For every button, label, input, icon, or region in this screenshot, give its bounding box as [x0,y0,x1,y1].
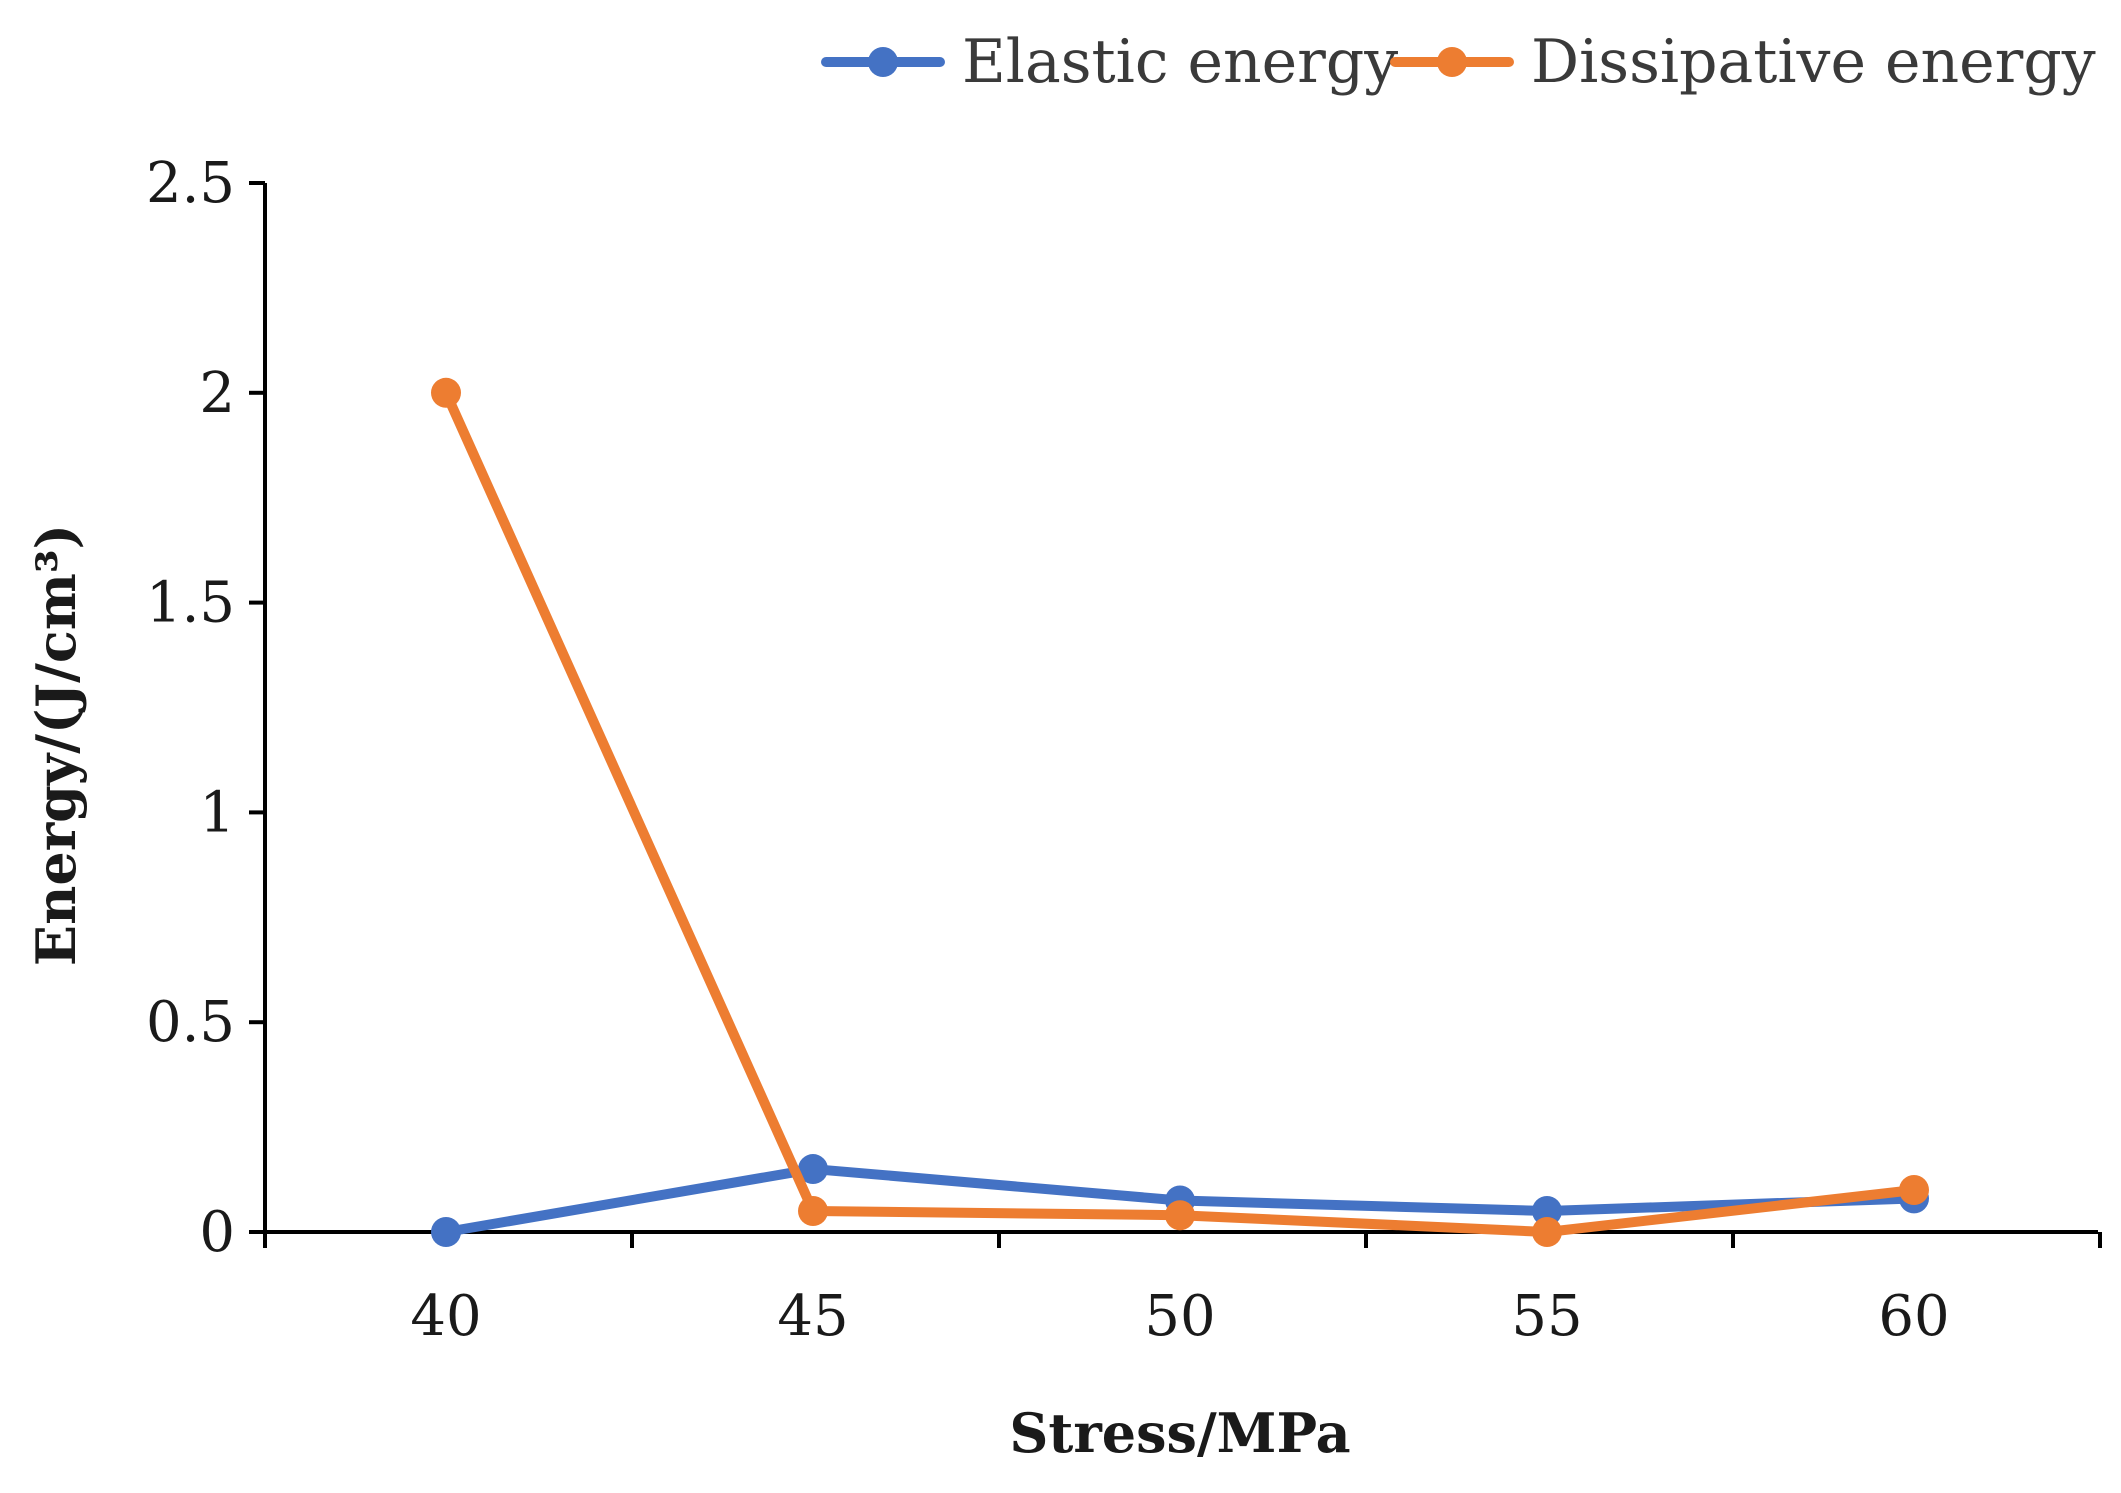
y-tick-label: 1 [199,780,235,845]
data-point-dissipative-energy[interactable] [431,377,461,408]
legend-label-elastic: Elastic energy [962,27,1398,97]
data-point-elastic-energy[interactable] [1532,1196,1562,1227]
series-line-dissipative-energy [441,387,1919,1237]
x-tick-label: 50 [1144,1284,1215,1349]
y-axis-title: Energy/(J/cm³) [24,524,88,966]
data-point-elastic-energy[interactable] [431,1217,461,1247]
series-layer [431,377,1929,1247]
data-point-elastic-energy[interactable] [798,1154,828,1185]
legend: Elastic energy Dissipative energy [821,27,2096,97]
x-tick-label: 40 [410,1284,481,1349]
y-tick-label: 2 [199,361,235,426]
y-tick-label: 2.5 [146,151,235,216]
data-point-dissipative-energy[interactable] [798,1196,828,1227]
y-ticks: 0 0.5 1 1.5 2 2.5 [146,151,265,1265]
axes [263,183,2098,1234]
y-tick-label: 0 [199,1200,235,1265]
data-point-dissipative-energy[interactable] [1165,1200,1195,1231]
data-point-dissipative-energy[interactable] [1532,1217,1562,1247]
x-tick-label: 45 [777,1284,848,1349]
x-ticks: 40 45 50 55 60 [263,1232,2102,1349]
data-point-dissipative-energy[interactable] [1899,1175,1929,1206]
legend-swatch-dissipative-marker [1437,47,1467,77]
legend-item-dissipative[interactable]: Dissipative energy [1390,27,2096,97]
y-tick-label: 0.5 [146,990,235,1055]
x-tick-label: 55 [1511,1284,1582,1349]
legend-label-dissipative: Dissipative energy [1531,27,2096,97]
x-tick-label: 60 [1878,1284,1949,1349]
y-tick-label: 1.5 [146,571,235,636]
x-axis-title: Stress/MPa [1009,1401,1350,1465]
legend-item-elastic[interactable]: Elastic energy [821,27,1398,97]
legend-swatch-elastic-marker [868,47,898,77]
